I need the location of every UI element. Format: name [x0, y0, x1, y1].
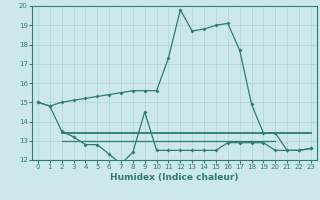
X-axis label: Humidex (Indice chaleur): Humidex (Indice chaleur): [110, 173, 239, 182]
